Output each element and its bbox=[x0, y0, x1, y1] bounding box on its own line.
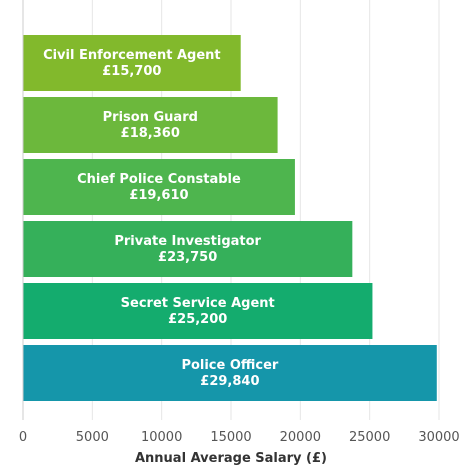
bar bbox=[23, 35, 241, 91]
bar bbox=[23, 159, 295, 215]
x-tick-label: 5000 bbox=[76, 430, 109, 445]
bar-category-label: Private Investigator bbox=[114, 234, 261, 249]
x-tick-label: 30000 bbox=[418, 430, 459, 445]
bar-group: Secret Service Agent£25,200 bbox=[23, 283, 373, 339]
bar bbox=[23, 345, 437, 401]
bar-category-label: Police Officer bbox=[181, 358, 278, 373]
bar-value-label: £23,750 bbox=[158, 250, 217, 265]
x-tick-label: 0 bbox=[19, 430, 27, 445]
bar-category-label: Chief Police Constable bbox=[77, 172, 241, 187]
bar-category-label: Civil Enforcement Agent bbox=[43, 48, 221, 63]
x-tick-labels: 0 5000 10000 15000 20000 25000 30000 bbox=[19, 430, 460, 445]
bar-value-label: £19,610 bbox=[129, 188, 188, 203]
bars: Civil Enforcement Agent£15,700 Prison Gua… bbox=[23, 35, 437, 401]
bar-category-label: Prison Guard bbox=[103, 110, 198, 125]
bar bbox=[23, 221, 353, 277]
x-tick-label: 15000 bbox=[210, 430, 251, 445]
bar-group: Police Officer£29,840 bbox=[23, 345, 437, 401]
bar-group: Prison Guard£18,360 bbox=[23, 97, 278, 153]
bar-value-label: £18,360 bbox=[121, 126, 180, 141]
x-axis-title: Annual Average Salary (£) bbox=[135, 451, 327, 466]
bar-value-label: £25,200 bbox=[168, 312, 227, 327]
x-tick-label: 10000 bbox=[141, 430, 182, 445]
x-tick-label: 20000 bbox=[280, 430, 321, 445]
bar-group: Chief Police Constable£19,610 bbox=[23, 159, 295, 215]
bar-value-label: £29,840 bbox=[200, 374, 259, 389]
bar bbox=[23, 283, 373, 339]
bar-value-label: £15,700 bbox=[102, 64, 161, 79]
bar bbox=[23, 97, 278, 153]
bar-group: Civil Enforcement Agent£15,700 bbox=[23, 35, 241, 91]
x-tick-label: 25000 bbox=[349, 430, 390, 445]
bar-category-label: Secret Service Agent bbox=[121, 296, 275, 311]
bar-group: Private Investigator£23,750 bbox=[23, 221, 353, 277]
